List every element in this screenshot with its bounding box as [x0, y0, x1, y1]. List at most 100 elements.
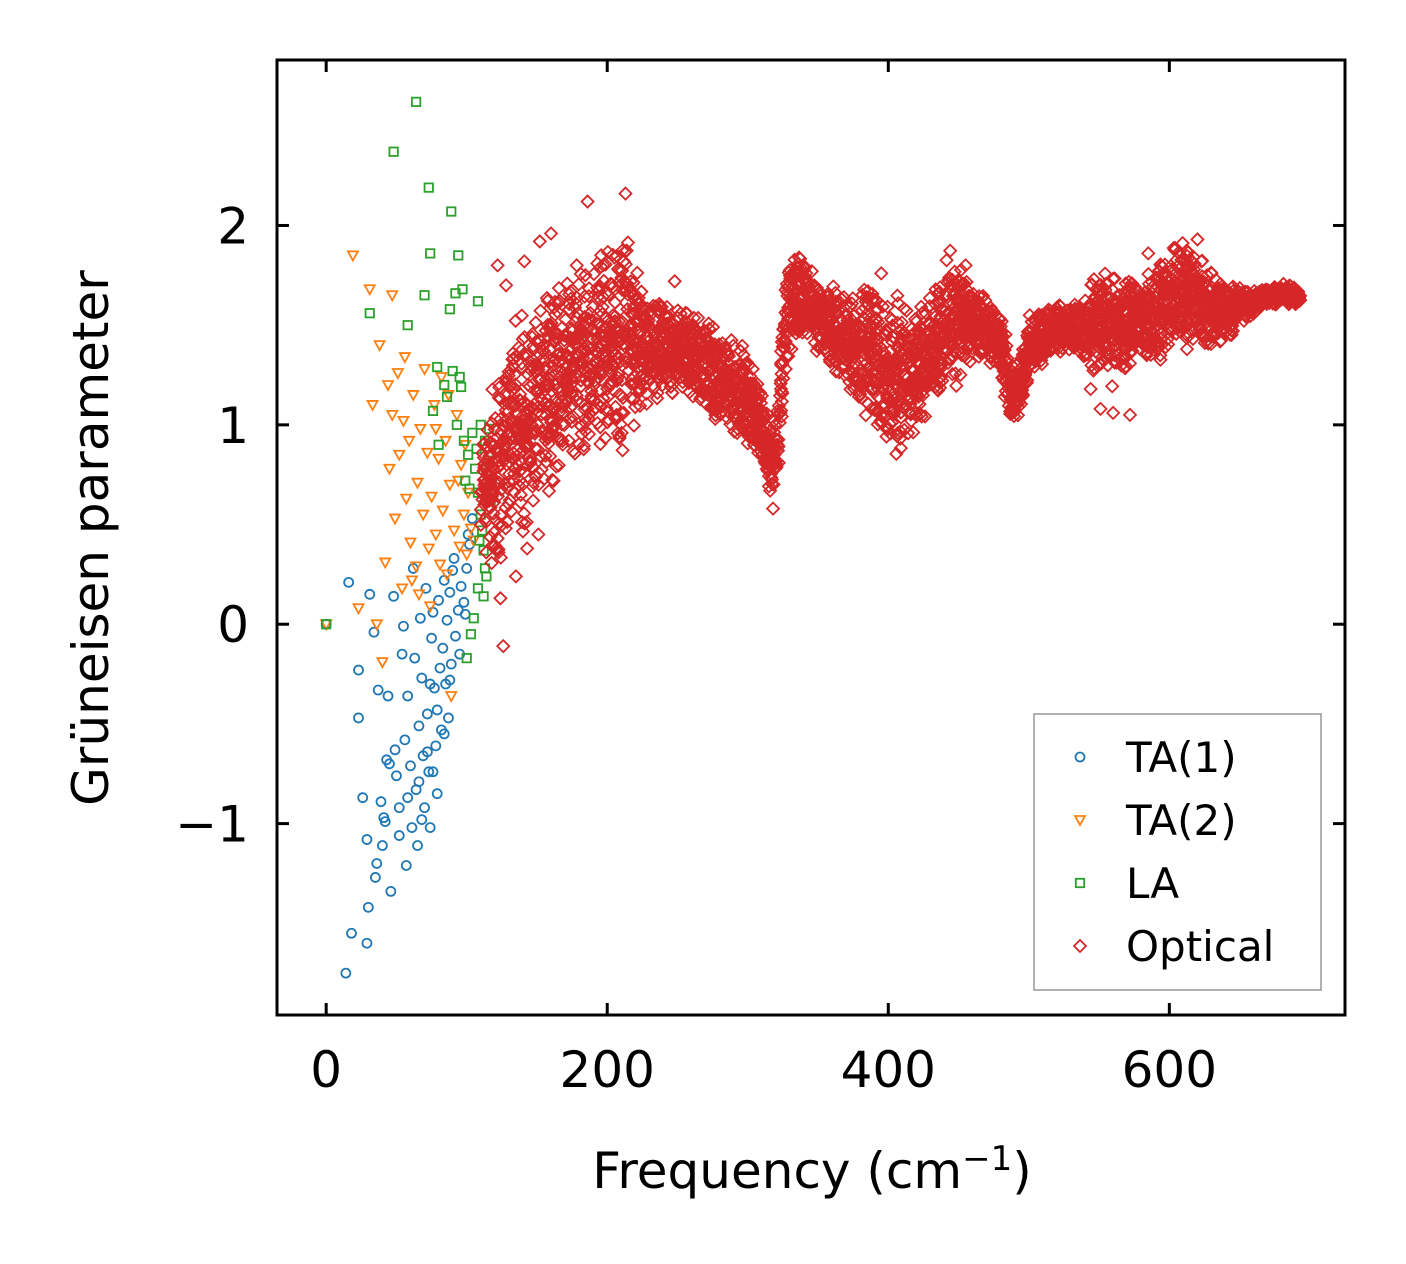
optical-point: [539, 454, 554, 470]
optical-point: [1136, 329, 1151, 344]
optical-point: [609, 407, 624, 423]
optical-point: [933, 358, 949, 373]
optical-point: [927, 309, 943, 325]
optical-point: [623, 390, 638, 406]
optical-point: [517, 254, 532, 269]
y-tick-label: 0: [217, 596, 249, 654]
optical-point: [791, 324, 807, 339]
optical-point: [890, 288, 905, 303]
optical-point: [632, 398, 648, 414]
optical-point: [1291, 290, 1307, 306]
optical-point: [957, 276, 972, 292]
optical-point: [784, 341, 799, 357]
optical-point: [633, 338, 649, 354]
optical-point: [730, 391, 746, 406]
optical-point: [663, 379, 679, 394]
optical-point: [511, 478, 527, 493]
optical-point: [490, 470, 506, 486]
data-point: [385, 885, 397, 897]
data-point: [364, 308, 375, 319]
optical-point: [1064, 309, 1079, 324]
data-point: [376, 840, 388, 851]
optical-point: [623, 321, 639, 337]
optical-point: [1107, 271, 1122, 286]
optical-point: [611, 366, 626, 382]
optical-point: [530, 441, 545, 457]
data-point: [436, 505, 450, 518]
data-point: [409, 561, 423, 574]
optical-point: [797, 309, 813, 324]
optical-point: [573, 379, 589, 394]
optical-point: [1037, 338, 1053, 354]
optical-point: [854, 378, 869, 393]
optical-point: [856, 345, 872, 361]
optical-point: [1014, 382, 1030, 398]
data-point: [413, 776, 425, 788]
optical-point: [539, 290, 555, 306]
optical-point: [535, 351, 551, 366]
data-point: [343, 576, 355, 588]
optical-point: [910, 323, 926, 339]
data-point: [392, 449, 406, 462]
data-point: [432, 361, 443, 373]
optical-point: [879, 429, 894, 444]
x-axis-label-end: ): [1012, 1142, 1032, 1200]
optical-point: [635, 371, 651, 386]
optical-point: [593, 247, 609, 263]
optical-point: [563, 284, 578, 299]
optical-point: [896, 301, 912, 316]
optical-point: [1180, 329, 1196, 344]
optical-point: [1243, 308, 1258, 324]
y-tick-label: 1: [217, 397, 249, 455]
data-point: [454, 459, 468, 472]
optical-point: [1277, 292, 1292, 307]
optical-point: [1049, 301, 1065, 317]
optical-point: [897, 352, 913, 367]
optical-point: [614, 270, 629, 285]
optical-point: [734, 364, 750, 380]
data-point: [467, 427, 478, 438]
optical-point: [518, 397, 534, 412]
data-point: [426, 632, 437, 644]
optical-point: [1221, 284, 1237, 300]
optical-point: [498, 278, 514, 293]
optical-point: [593, 436, 608, 452]
data-point: [431, 704, 443, 716]
optical-point: [600, 389, 616, 404]
optical-point: [913, 299, 929, 315]
optical-point: [620, 235, 636, 250]
optical-point: [1095, 337, 1110, 352]
data-point: [450, 409, 464, 422]
optical-point: [893, 440, 909, 456]
data-point: [429, 529, 443, 542]
optical-point: [1178, 302, 1194, 318]
optical-point: [661, 309, 677, 325]
data-point: [385, 290, 399, 303]
optical-point: [1077, 293, 1093, 308]
optical-point: [772, 415, 787, 430]
data-point: [372, 684, 384, 696]
optical-point: [626, 391, 641, 407]
optical-point: [546, 300, 562, 315]
optical-point: [1190, 301, 1206, 317]
optical-point: [647, 325, 662, 340]
optical-point: [932, 380, 948, 395]
legend-box: [1033, 713, 1322, 991]
data-point: [370, 619, 384, 632]
data-point: [455, 381, 467, 393]
optical-point: [513, 487, 529, 503]
optical-point: [928, 330, 944, 346]
data-point: [414, 612, 426, 624]
optical-point: [982, 310, 998, 325]
data-point: [444, 674, 456, 686]
optical-point: [589, 280, 605, 296]
optical-point: [516, 347, 531, 363]
data-point: [406, 822, 418, 833]
data-point: [413, 720, 425, 732]
optical-point: [531, 527, 546, 542]
optical-point: [586, 266, 602, 282]
optical-point: [1219, 301, 1235, 317]
optical-point: [573, 266, 589, 282]
optical-point: [645, 366, 661, 381]
optical-point: [1262, 288, 1277, 303]
